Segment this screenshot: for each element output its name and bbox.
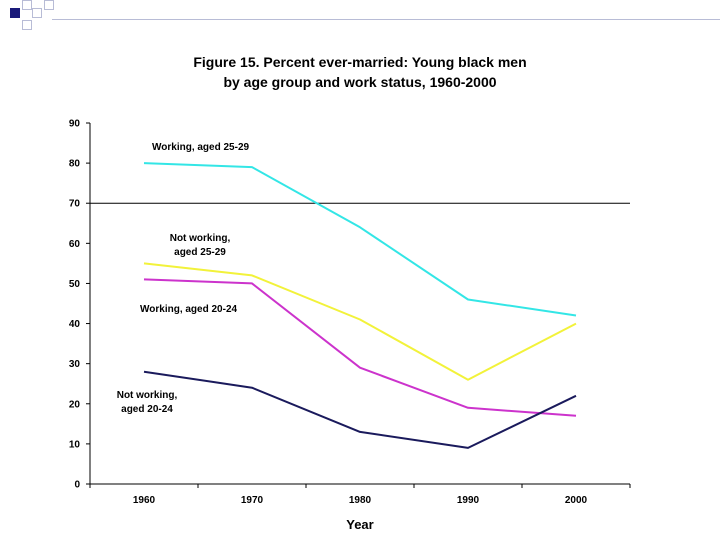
y-tick-label: 40	[69, 319, 81, 330]
chart-series	[143, 162, 577, 449]
series-line-not-working-aged-25-29	[143, 262, 577, 381]
x-axis-title: Year	[346, 517, 373, 532]
chart-title-line-1: Figure 15. Percent ever-married: Young b…	[193, 54, 527, 70]
x-tick-label: 2000	[565, 495, 588, 506]
series-line-working-aged-25-29	[143, 162, 577, 317]
y-tick-label: 10	[69, 439, 81, 450]
y-tick-label: 30	[69, 359, 81, 370]
y-tick-label: 20	[69, 399, 81, 410]
y-tick-label: 70	[69, 199, 81, 210]
series-label: aged 20-24	[121, 404, 173, 415]
series-label: Not working,	[170, 233, 231, 244]
series-label: aged 25-29	[174, 247, 226, 258]
x-tick-label: 1980	[349, 495, 372, 506]
y-tick-label: 60	[69, 239, 81, 250]
slide-decoration	[0, 0, 60, 40]
decoration-square	[32, 8, 42, 18]
x-tick-label: 1960	[133, 495, 156, 506]
decoration-square	[22, 0, 32, 10]
chart-axes: 0 10 20 30 40 50 60 70 80 90 1960 1970 1980 1990 2000	[69, 119, 631, 506]
y-tick-label: 50	[69, 279, 81, 290]
decoration-square	[22, 20, 32, 30]
series-label: Working, aged 25-29	[152, 142, 250, 153]
series-line-not-working-aged-20-24	[143, 370, 577, 449]
decoration-square	[10, 8, 20, 18]
series-line-working-aged-20-24	[143, 278, 577, 417]
x-tick-label: 1990	[457, 495, 480, 506]
x-tick-label: 1970	[241, 495, 264, 506]
series-label: Not working,	[117, 390, 178, 401]
y-tick-label: 90	[69, 119, 81, 130]
decoration-square	[44, 0, 54, 10]
chart-series-labels: Working, aged 25-29 Not working, aged 25-2…	[117, 142, 250, 415]
chart-title-line-2: by age group and work status, 1960-2000	[223, 74, 497, 90]
y-tick-label: 0	[74, 480, 80, 491]
y-tick-label: 80	[69, 159, 81, 170]
series-label: Working, aged 20-24	[140, 304, 238, 315]
slide-top-rule	[52, 19, 720, 20]
